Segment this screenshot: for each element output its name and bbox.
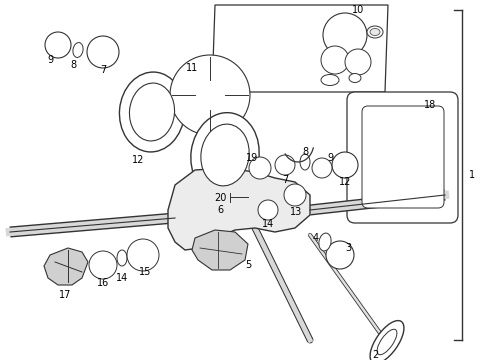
Circle shape	[45, 32, 71, 58]
Text: 14: 14	[116, 273, 128, 283]
Text: 7: 7	[100, 65, 106, 75]
Text: 15: 15	[139, 267, 151, 277]
Text: 4: 4	[313, 233, 319, 243]
Ellipse shape	[349, 73, 361, 82]
Text: 13: 13	[290, 207, 302, 217]
Circle shape	[333, 248, 347, 262]
Circle shape	[284, 184, 306, 206]
Ellipse shape	[367, 26, 383, 38]
Text: 2: 2	[372, 350, 378, 360]
Circle shape	[135, 247, 151, 263]
Text: 5: 5	[245, 260, 251, 270]
Circle shape	[345, 49, 371, 75]
Text: 3: 3	[345, 243, 351, 253]
Circle shape	[312, 158, 332, 178]
Text: 16: 16	[97, 278, 109, 288]
Text: 18: 18	[424, 100, 436, 110]
Ellipse shape	[319, 233, 331, 251]
Ellipse shape	[370, 320, 404, 360]
Ellipse shape	[191, 113, 259, 197]
Text: 9: 9	[327, 153, 333, 163]
Circle shape	[258, 200, 278, 220]
Text: 20: 20	[214, 193, 226, 203]
Circle shape	[127, 239, 159, 271]
Ellipse shape	[120, 72, 185, 152]
Text: 8: 8	[302, 147, 308, 157]
Polygon shape	[212, 5, 388, 92]
Ellipse shape	[377, 329, 397, 355]
Text: 17: 17	[59, 290, 71, 300]
FancyBboxPatch shape	[347, 92, 458, 223]
Text: 1: 1	[469, 170, 475, 180]
Polygon shape	[44, 248, 88, 285]
Circle shape	[335, 25, 355, 45]
Text: 10: 10	[352, 5, 364, 15]
Ellipse shape	[117, 250, 127, 266]
Circle shape	[249, 157, 271, 179]
Circle shape	[317, 163, 327, 173]
Circle shape	[89, 251, 117, 279]
Polygon shape	[168, 168, 310, 250]
Circle shape	[275, 155, 295, 175]
Text: 9: 9	[47, 55, 53, 65]
Circle shape	[332, 152, 358, 178]
Circle shape	[255, 163, 265, 173]
Text: 7: 7	[282, 175, 288, 185]
Circle shape	[326, 241, 354, 269]
Circle shape	[263, 205, 273, 215]
Circle shape	[95, 44, 111, 60]
Text: 11: 11	[186, 63, 198, 73]
Circle shape	[87, 36, 119, 68]
Circle shape	[280, 160, 290, 170]
Text: 14: 14	[262, 219, 274, 229]
Text: 19: 19	[246, 153, 258, 163]
Ellipse shape	[321, 75, 339, 85]
Circle shape	[96, 258, 110, 272]
Text: 12: 12	[339, 177, 351, 187]
Ellipse shape	[201, 124, 249, 186]
Ellipse shape	[370, 28, 380, 36]
Polygon shape	[192, 230, 248, 270]
Circle shape	[352, 56, 364, 68]
Ellipse shape	[300, 154, 310, 170]
Ellipse shape	[129, 83, 174, 141]
Circle shape	[339, 159, 351, 171]
Text: 12: 12	[132, 155, 144, 165]
Circle shape	[195, 80, 225, 110]
Ellipse shape	[73, 42, 83, 58]
Circle shape	[323, 13, 367, 57]
FancyBboxPatch shape	[362, 106, 444, 208]
Text: 6: 6	[217, 205, 223, 215]
Circle shape	[328, 53, 342, 67]
Circle shape	[170, 55, 250, 135]
Circle shape	[290, 190, 300, 200]
Circle shape	[321, 46, 349, 74]
Text: 8: 8	[70, 60, 76, 70]
Circle shape	[52, 39, 64, 51]
